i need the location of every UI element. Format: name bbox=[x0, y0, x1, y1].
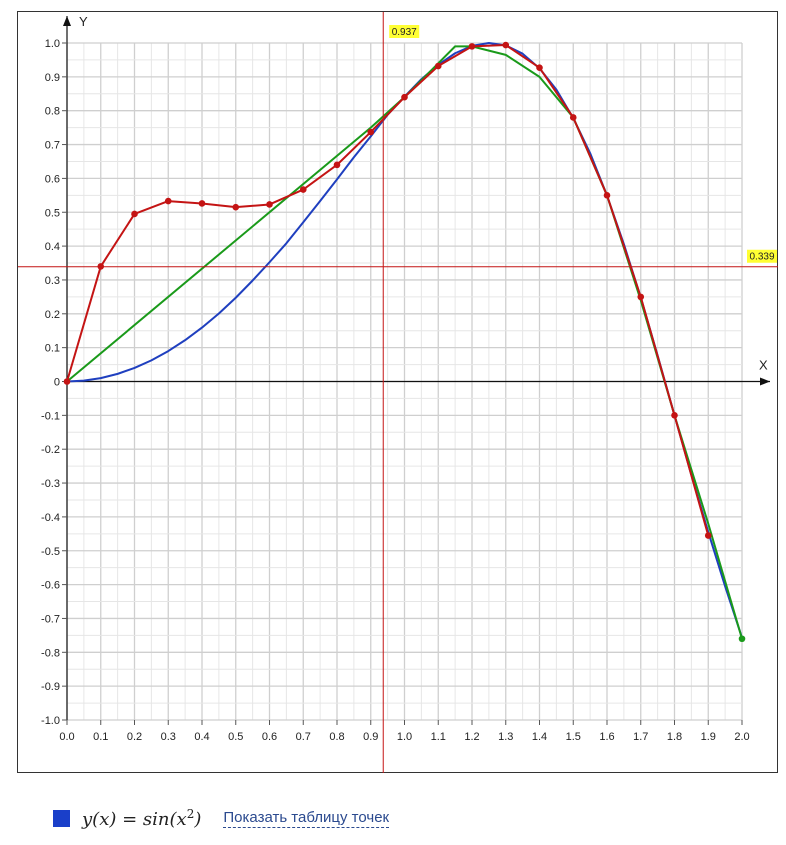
x-tick-label: 0.2 bbox=[127, 731, 142, 743]
y-tick-label: 0 bbox=[54, 377, 60, 389]
y-tick-label: -0.1 bbox=[41, 410, 60, 422]
y-tick-label: -0.4 bbox=[41, 512, 60, 524]
data-point[interactable] bbox=[131, 210, 138, 218]
legend-formula: y(x) = sin(x2) bbox=[82, 806, 202, 830]
x-tick-label: 1.0 bbox=[397, 731, 412, 743]
x-tick-label: 1.8 bbox=[667, 731, 682, 743]
x-tick-label: 0.0 bbox=[59, 731, 74, 743]
x-tick-label: 0.5 bbox=[228, 731, 243, 743]
data-point[interactable] bbox=[569, 114, 577, 121]
data-point-end[interactable] bbox=[738, 635, 746, 643]
x-tick-label: 0.6 bbox=[262, 731, 277, 743]
data-point[interactable] bbox=[232, 203, 240, 211]
data-point[interactable] bbox=[367, 128, 375, 136]
data-point[interactable] bbox=[502, 41, 510, 49]
legend: y(x) = sin(x2) Показать таблицу точек bbox=[53, 805, 390, 831]
x-tick-label: 0.8 bbox=[329, 731, 344, 743]
data-point[interactable] bbox=[434, 62, 442, 70]
data-point[interactable] bbox=[468, 43, 476, 50]
show-points-table-link[interactable]: Показать таблицу точек bbox=[223, 808, 390, 828]
x-tick-label: 0.1 bbox=[93, 731, 108, 743]
data-point[interactable] bbox=[198, 200, 206, 207]
y-tick-label: -1.0 bbox=[41, 715, 60, 727]
x-axis-label: X bbox=[759, 358, 768, 373]
data-point[interactable] bbox=[704, 532, 712, 539]
plot-frame bbox=[17, 11, 778, 773]
y-axis-arrow-icon bbox=[63, 16, 71, 26]
y-tick-label: -0.5 bbox=[41, 546, 60, 558]
data-point[interactable] bbox=[266, 201, 273, 208]
y-tick-label: 0.6 bbox=[45, 173, 60, 185]
crosshair-y-badge bbox=[747, 249, 777, 263]
x-tick-label: 1.3 bbox=[498, 731, 513, 743]
points-line bbox=[66, 44, 710, 536]
data-point[interactable] bbox=[401, 93, 408, 101]
x-tick-label: 2.0 bbox=[734, 731, 749, 743]
y-tick-label: -0.3 bbox=[41, 478, 60, 490]
y-tick-label: 0.3 bbox=[45, 275, 60, 287]
x-tick-label: 1.6 bbox=[599, 731, 614, 743]
legend-color-swatch bbox=[53, 809, 70, 827]
y-tick-label: -0.6 bbox=[41, 580, 60, 592]
y-tick-label: 0.5 bbox=[45, 207, 60, 219]
x-tick-label: 1.1 bbox=[431, 731, 446, 743]
y-tick-label: -0.9 bbox=[41, 681, 60, 693]
y-tick-label: 0.7 bbox=[45, 140, 60, 152]
x-tick-label: 1.4 bbox=[532, 731, 547, 743]
crosshair-x-value: 0.937 bbox=[392, 27, 417, 38]
data-point[interactable] bbox=[637, 293, 645, 301]
x-tick-label: 0.7 bbox=[296, 731, 311, 743]
y-tick-label: 0.4 bbox=[45, 241, 60, 253]
data-point[interactable] bbox=[536, 64, 543, 72]
x-axis-arrow-icon bbox=[760, 377, 770, 386]
data-point[interactable] bbox=[603, 192, 611, 199]
data-point[interactable] bbox=[164, 197, 172, 205]
y-tick-label: 1.0 bbox=[45, 38, 60, 50]
data-point[interactable] bbox=[299, 186, 307, 193]
y-tick-label: 0.9 bbox=[45, 72, 60, 84]
y-tick-label: 0.1 bbox=[45, 343, 60, 355]
x-tick-label: 0.9 bbox=[363, 731, 378, 743]
x-tick-label: 0.3 bbox=[161, 731, 176, 743]
y-tick-label: 0.8 bbox=[45, 106, 60, 118]
y-axis-label: Y bbox=[79, 14, 88, 29]
y-tick-label: 0.2 bbox=[45, 309, 60, 321]
x-tick-label: 1.2 bbox=[464, 731, 479, 743]
y-tick-label: -0.2 bbox=[41, 444, 60, 456]
data-point[interactable] bbox=[671, 412, 678, 419]
x-tick-label: 1.9 bbox=[701, 731, 716, 743]
crosshair-y-value: 0.339 bbox=[749, 252, 774, 263]
data-point[interactable] bbox=[63, 378, 71, 385]
y-tick-label: -0.7 bbox=[41, 613, 60, 625]
crosshair-x-badge bbox=[389, 25, 420, 38]
data-point[interactable] bbox=[333, 161, 341, 169]
x-tick-label: 0.4 bbox=[194, 731, 209, 743]
x-tick-label: 1.7 bbox=[633, 731, 648, 743]
y-tick-label: -0.8 bbox=[41, 647, 60, 659]
x-tick-label: 1.5 bbox=[566, 731, 581, 743]
